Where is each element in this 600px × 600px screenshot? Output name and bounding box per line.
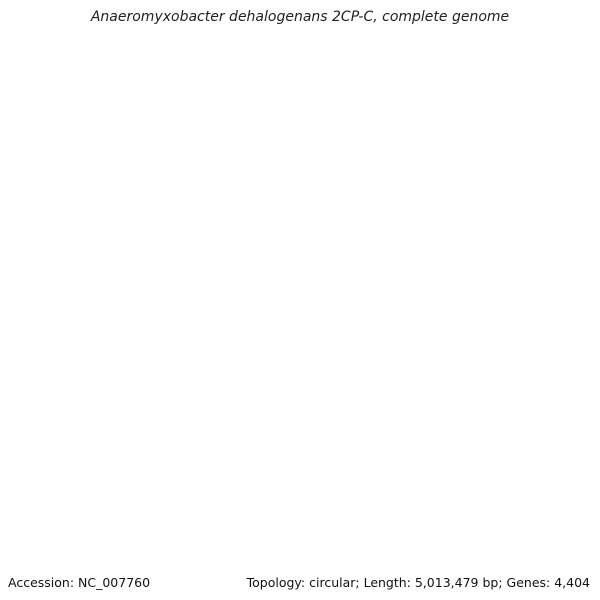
accession-text: Accession: NC_007760 bbox=[8, 575, 151, 590]
topology-text: Topology: circular; Length: 5,013,479 bp… bbox=[246, 575, 590, 590]
genome-title: Anaeromyxobacter dehalogenans 2CP-C, com… bbox=[90, 9, 510, 25]
